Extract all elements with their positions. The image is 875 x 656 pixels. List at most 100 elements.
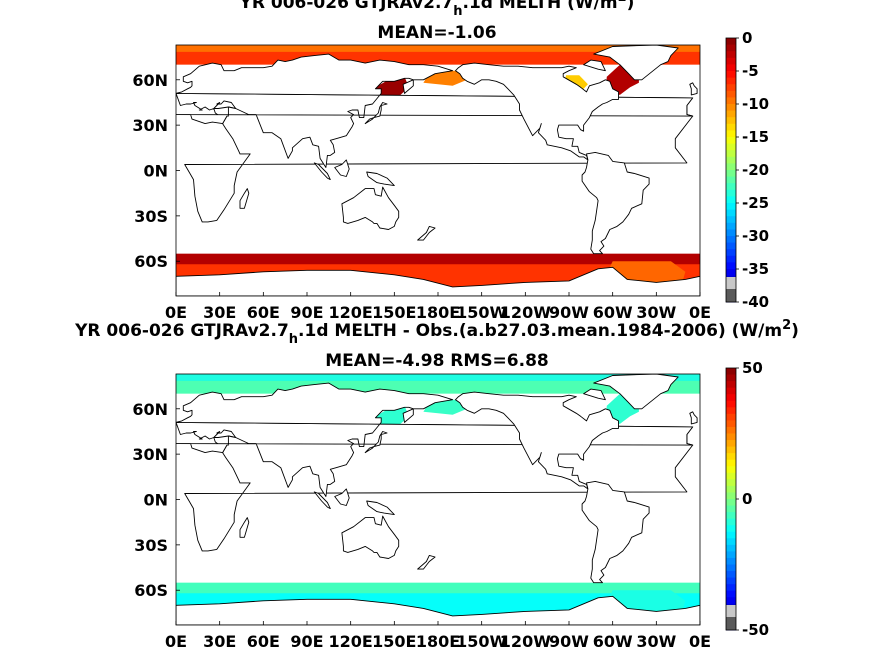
colorbar-segment xyxy=(726,262,736,270)
colorbar-tick-label: 50 xyxy=(742,359,763,377)
colorbar-segment xyxy=(726,525,736,533)
colorbar-segment xyxy=(726,170,736,178)
colorbar-segment xyxy=(726,77,736,85)
chart-subtitle: MEAN=-4.98 RMS=6.88 xyxy=(325,351,549,371)
x-tick-label: 150E xyxy=(372,632,416,651)
colorbar-segment xyxy=(726,90,736,98)
colorbar-segment xyxy=(726,557,736,565)
x-tick-label: 60W xyxy=(593,632,633,651)
colorbar-segment xyxy=(726,492,736,500)
colorbar-segment xyxy=(726,44,736,52)
colorbar-segment xyxy=(726,269,736,277)
colorbar-missing-dark xyxy=(726,289,736,302)
colorbar-segment xyxy=(726,97,736,105)
coastline-australia xyxy=(341,186,400,230)
colorbar-tick-label: -40 xyxy=(742,293,769,311)
colorbar-segment xyxy=(726,577,736,585)
colorbar-tick-label: -35 xyxy=(742,260,769,278)
coastline-british-isles xyxy=(689,411,698,425)
coastline-north-america xyxy=(455,391,619,490)
colorbar-segment xyxy=(726,512,736,520)
y-tick-label: 60S xyxy=(134,252,168,271)
colorbar-segment xyxy=(726,544,736,552)
coastline-asia xyxy=(176,53,694,168)
coastline-japan xyxy=(364,102,388,125)
coastline-new-guinea xyxy=(366,171,395,187)
colorbar-segment xyxy=(726,229,736,237)
title-superscript: 2 xyxy=(782,318,791,333)
land-layer xyxy=(176,45,700,296)
colorbar-segment xyxy=(726,426,736,434)
colorbar-segment xyxy=(726,64,736,72)
colorbar-segment xyxy=(726,387,736,395)
colorbar-segment xyxy=(726,551,736,559)
colorbar-segment xyxy=(726,368,736,376)
colorbar-segment xyxy=(726,505,736,513)
title-rest: .1d MELTH - Obs.(a.b27.03.mean.1984-2006… xyxy=(298,321,782,341)
coastline-sumatra xyxy=(313,491,331,510)
x-tick-label: 0E xyxy=(689,303,711,322)
coastline-asia xyxy=(176,382,694,497)
colorbar-segment xyxy=(726,597,736,605)
y-tick-label: 30N xyxy=(132,116,168,135)
y-tick-label: 0N xyxy=(143,491,168,510)
colorbar-segment xyxy=(726,485,736,493)
colorbar-segment xyxy=(726,420,736,428)
x-tick-label: 30E xyxy=(203,632,236,651)
colorbar-segment xyxy=(726,394,736,402)
colorbar: 0 -5 -10 -15 -20 -25 -30 -35 -40 xyxy=(725,29,769,311)
x-tick-label: 30W xyxy=(636,303,676,322)
chart-panel-1: YR 006-026 GTJRAv2.7h.1d MELTH (W/m2) MEA… xyxy=(132,0,769,322)
colorbar-segment xyxy=(726,453,736,461)
colorbar-segment xyxy=(726,374,736,382)
colorbar-segment xyxy=(726,400,736,408)
colorbar-tick-label: -5 xyxy=(742,62,759,80)
x-tick-label: 180E xyxy=(416,632,460,651)
colorbar-segment xyxy=(726,189,736,197)
x-tick-label: 60W xyxy=(593,303,633,322)
chart-panel-2: YR 006-026 GTJRAv2.7h.1d MELTH - Obs.(a.… xyxy=(74,318,799,651)
y-tick-label: 30S xyxy=(134,536,168,555)
x-tick-label: 150E xyxy=(372,303,416,322)
coastline-sumatra xyxy=(313,162,331,181)
coastline-greenland xyxy=(593,45,679,81)
colorbar-segment xyxy=(726,156,736,164)
coastline-madagascar xyxy=(239,517,250,538)
chart-subtitle: MEAN=-1.06 xyxy=(377,23,496,43)
colorbar-segment xyxy=(726,84,736,92)
colorbar-segment xyxy=(726,407,736,415)
title-subscript: h xyxy=(289,332,298,347)
y-tick-label: 0N xyxy=(143,162,168,181)
field-north-band-upper xyxy=(176,45,700,52)
y-tick-label: 60N xyxy=(132,71,168,90)
colorbar: 50 0 -50 xyxy=(725,359,769,639)
colorbar-tick-label: -50 xyxy=(742,621,769,639)
colorbar-missing-light xyxy=(726,277,736,289)
field-north-band-upper xyxy=(176,374,700,381)
x-tick-label: 150W xyxy=(456,632,507,651)
colorbar-tick-label: -25 xyxy=(742,194,769,212)
colorbar-segment xyxy=(726,130,736,138)
colorbar-segment xyxy=(726,433,736,441)
colorbar-segment xyxy=(726,413,736,421)
title-rest: .1d MELTH (W/m xyxy=(463,0,618,13)
colorbar-segment xyxy=(726,255,736,263)
coastline-new-zealand xyxy=(417,554,436,570)
x-tick-label: 90E xyxy=(290,303,323,322)
x-tick-label: 60E xyxy=(247,303,280,322)
title-subscript: h xyxy=(453,4,462,19)
colorbar-segment xyxy=(726,57,736,65)
chart-title: YR 006-026 GTJRAv2.7h.1d MELTH (W/m2) xyxy=(239,0,635,19)
coastline-baffin xyxy=(583,59,606,72)
x-tick-label: 90W xyxy=(549,632,589,651)
coastline-south-america xyxy=(581,480,650,584)
colorbar-tick-label: 0 xyxy=(742,29,752,47)
colorbar-tick-label: -20 xyxy=(742,161,769,179)
colorbar-tick-label: 0 xyxy=(742,490,752,508)
colorbar-segment xyxy=(726,531,736,539)
colorbar-segment xyxy=(726,196,736,204)
x-tick-label: 120W xyxy=(500,632,551,651)
land-layer xyxy=(176,374,700,625)
coastline-baffin xyxy=(583,388,606,401)
